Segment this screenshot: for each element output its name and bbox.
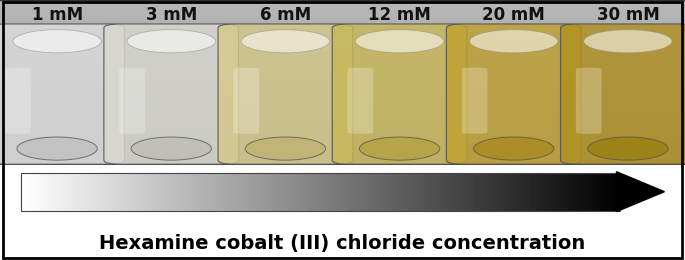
Ellipse shape	[360, 137, 440, 160]
Ellipse shape	[588, 137, 668, 160]
FancyBboxPatch shape	[332, 24, 467, 164]
FancyBboxPatch shape	[234, 68, 259, 134]
Ellipse shape	[241, 30, 329, 53]
Text: Hexamine cobalt (III) chloride concentration: Hexamine cobalt (III) chloride concentra…	[99, 234, 586, 253]
Ellipse shape	[356, 30, 444, 53]
FancyBboxPatch shape	[218, 24, 353, 164]
FancyBboxPatch shape	[5, 68, 31, 134]
Text: 12 mM: 12 mM	[369, 6, 431, 24]
Bar	[21, 173, 620, 211]
Ellipse shape	[13, 30, 101, 53]
FancyBboxPatch shape	[447, 24, 581, 164]
Ellipse shape	[473, 137, 554, 160]
FancyBboxPatch shape	[462, 68, 488, 134]
Text: 20 mM: 20 mM	[482, 6, 545, 24]
Text: 1 mM: 1 mM	[32, 6, 83, 24]
Ellipse shape	[469, 30, 558, 53]
Ellipse shape	[127, 30, 216, 53]
FancyArrow shape	[616, 172, 664, 212]
Ellipse shape	[245, 137, 325, 160]
FancyBboxPatch shape	[119, 68, 145, 134]
FancyBboxPatch shape	[576, 68, 601, 134]
FancyBboxPatch shape	[104, 24, 238, 164]
Ellipse shape	[584, 30, 672, 53]
Ellipse shape	[131, 137, 212, 160]
FancyBboxPatch shape	[560, 24, 685, 164]
Ellipse shape	[17, 137, 97, 160]
FancyBboxPatch shape	[0, 24, 125, 164]
FancyBboxPatch shape	[347, 68, 373, 134]
Text: 30 mM: 30 mM	[597, 6, 659, 24]
Text: 3 mM: 3 mM	[146, 6, 197, 24]
Text: 6 mM: 6 mM	[260, 6, 311, 24]
